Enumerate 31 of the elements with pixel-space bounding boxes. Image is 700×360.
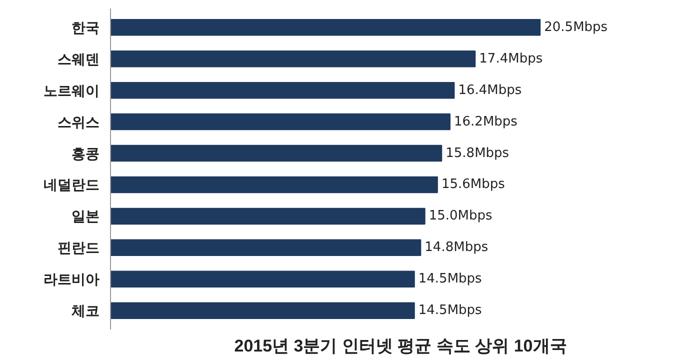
y-tick-label: 체코 xyxy=(70,302,100,319)
data-label: 15.0Mbps xyxy=(428,208,493,224)
data-label: 16.4Mbps xyxy=(458,82,522,98)
data-label: 14.5Mbps xyxy=(418,303,482,318)
y-tick-label: 스웨덴 xyxy=(58,50,100,67)
y-tick-label: 라트비아 xyxy=(44,271,100,288)
y-tick-label: 홍콩 xyxy=(72,145,100,162)
bar xyxy=(110,113,451,130)
data-label: 15.6Mbps xyxy=(441,177,506,192)
bar xyxy=(110,239,422,256)
y-tick-label: 노르웨이 xyxy=(44,82,100,98)
data-label: 14.5Mbps xyxy=(418,272,482,287)
bar xyxy=(110,176,438,194)
y-tick-label: 네덜란드 xyxy=(44,176,100,193)
bar xyxy=(110,208,426,225)
data-label: 16.2Mbps xyxy=(454,114,518,130)
bar xyxy=(110,144,442,162)
text: 2015년 3분기 인터넷 평균 속도 상위 10개국 xyxy=(234,336,567,356)
data-label: 15.8Mbps xyxy=(446,146,510,161)
bar xyxy=(110,270,415,288)
bar xyxy=(110,50,476,68)
bar xyxy=(110,82,455,99)
y-tick-label: 핀란드 xyxy=(58,240,100,256)
y-tick-label: 한국 xyxy=(72,19,100,36)
y-tick-label: 스위스 xyxy=(58,114,100,130)
data-label: 14.8Mbps xyxy=(424,240,488,256)
y-tick-label: 일본 xyxy=(72,208,100,224)
bar xyxy=(110,19,541,36)
bar xyxy=(110,302,415,319)
data-label: 20.5Mbps xyxy=(544,20,608,35)
data-label: 17.4Mbps xyxy=(479,51,543,66)
